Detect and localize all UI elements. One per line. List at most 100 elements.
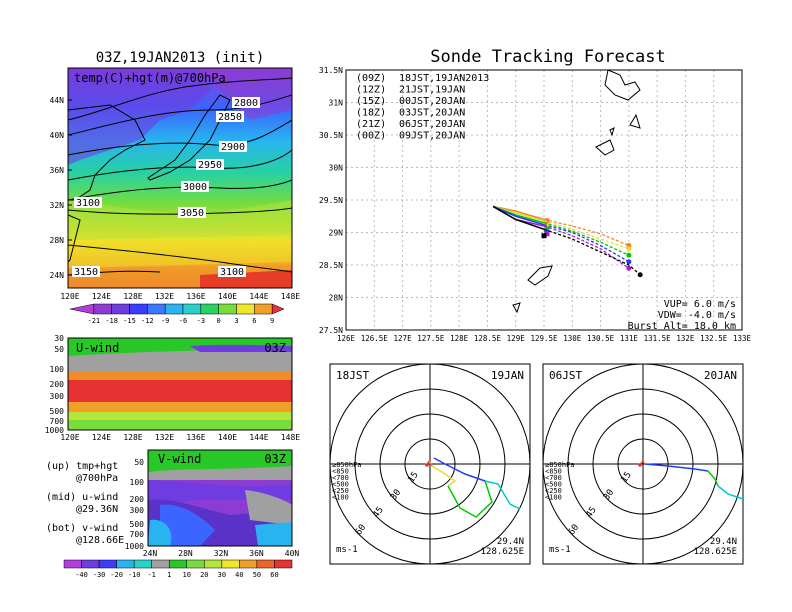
legend-time: 03JST,20JAN xyxy=(399,108,465,119)
polar-left-date: 19JAN xyxy=(491,369,524,382)
tracking-coastlines xyxy=(512,70,641,314)
legend-time: 09JST,20JAN xyxy=(399,131,465,142)
legend-time: 18JST,19JAN2013 xyxy=(399,73,489,84)
uwind-time: 03Z xyxy=(264,341,286,355)
contour-label: 3000 xyxy=(183,182,207,193)
wind-colorbar-tick: -30 xyxy=(93,571,106,579)
legend-time: 06JST,20JAN xyxy=(399,119,465,130)
wind-colorbar-swatch xyxy=(256,559,275,569)
uwind-p-tick: 30 xyxy=(54,334,64,343)
map-lon-tick: 128E xyxy=(123,292,142,301)
map-lon-tick: 148E xyxy=(281,292,300,301)
legend-mid: (mid) u-wind xyxy=(46,492,118,503)
vwind-p-tick: 100 xyxy=(130,478,145,487)
wind-colorbar-swatch xyxy=(116,559,135,569)
tracking-lon-tick: 132.5E xyxy=(700,334,728,343)
polar-left-time: 18JST xyxy=(336,369,369,382)
uwind-lon-tick: 140E xyxy=(218,433,237,442)
track-line xyxy=(492,205,545,226)
wind-colorbar-tick: 20 xyxy=(200,571,208,579)
map-lat-tick: 32N xyxy=(50,201,65,210)
track-end-marker xyxy=(637,272,643,278)
contour-label: 2850 xyxy=(218,112,242,123)
polar-level-legend: <700 xyxy=(332,474,349,482)
tracking-lat-tick: 30N xyxy=(329,164,344,173)
uwind-frame xyxy=(67,337,293,431)
map-lat-ticks: 44N 40N 36N 32N 28N 24N xyxy=(50,96,72,280)
hodograph-origin xyxy=(425,463,429,467)
colorbar-swatch xyxy=(93,303,112,315)
polar-right-units: ms-1 xyxy=(549,545,571,555)
polar-level-legend: <850 xyxy=(545,468,562,476)
tracking-lat-tick: 28.5N xyxy=(319,261,343,270)
hodograph-segment xyxy=(428,460,433,467)
wind-colorbar: -40 -30 -20 -10 -1 1 10 20 30 40 50 60 xyxy=(63,559,293,579)
contour-label-bg xyxy=(74,197,102,208)
contour-labels: 2800 2850 2900 2950 3000 3050 3100 3100 3150 xyxy=(72,97,260,278)
colorbar-tick: -21 xyxy=(88,317,101,325)
tracking-legend: (09Z) 18JST,19JAN2013 (12Z) 21JST,19JAN (15Z… xyxy=(356,73,489,142)
contour-label-bg xyxy=(181,181,209,192)
colorbar-swatch xyxy=(129,303,148,315)
wind-colorbar-swatch xyxy=(274,559,293,569)
colorbar-tick: 6 xyxy=(252,317,256,325)
contour-label-bg xyxy=(216,111,244,122)
wind-colorbar-tick: 60 xyxy=(270,571,278,579)
wind-colorbar-tick: 40 xyxy=(235,571,243,579)
tracking-lon-tick: 131.5E xyxy=(644,334,672,343)
tracking-lon-tick: 132E xyxy=(676,334,695,343)
wind-colorbar-tick: 10 xyxy=(183,571,191,579)
tracking-lon-tick: 128E xyxy=(450,334,469,343)
tracking-lon-tick: 129E xyxy=(507,334,526,343)
tracking-frame xyxy=(345,69,743,331)
uwind-lon-tick: 120E xyxy=(60,433,79,442)
track-launch-marker xyxy=(541,233,547,239)
colorbar-swatch xyxy=(236,303,255,315)
legend-bot: (bot) v-wind xyxy=(46,523,118,534)
map-lon-tick: 124E xyxy=(92,292,111,301)
map-title: 03Z,19JAN2013 (init) xyxy=(96,50,265,66)
wind-colorbar-swatch xyxy=(98,559,117,569)
colorbar-tick: -3 xyxy=(197,317,205,325)
temperature-colorbar: -21 -18 -15 -12 -9 -6 -3 0 3 6 9 xyxy=(69,303,285,325)
uwind-lon-ticks: 120E 124E 128E 132E 136E 140E 144E 148E xyxy=(60,433,300,442)
vwind-p-tick: 300 xyxy=(130,506,145,515)
vwind-lat-tick: 40N xyxy=(285,549,300,558)
map-label: temp(C)+hgt(m)@700hPa xyxy=(74,71,226,85)
polar-right-time: 06JST xyxy=(549,369,582,382)
vwind-lat-ticks: 24N 28N 32N 36N 40N xyxy=(143,549,300,558)
polar-left-lon: 128.625E xyxy=(481,547,524,557)
colorbar-tick: 0 xyxy=(217,317,221,325)
track-forecast-line xyxy=(543,228,641,276)
map-frame xyxy=(67,67,293,289)
polar-right-lat: 29.4N xyxy=(710,537,737,547)
uwind-lon-tick: 144E xyxy=(249,433,268,442)
polar-level-legend: ≥850hPa xyxy=(332,461,362,469)
hodograph-segment xyxy=(642,460,646,465)
hodograph-segment xyxy=(717,485,744,500)
wind-colorbar-swatch xyxy=(186,559,205,569)
vwind-p-tick: 500 xyxy=(130,520,145,529)
wind-colorbar-swatch xyxy=(168,559,188,569)
contour-label: 3050 xyxy=(180,208,204,219)
tracking-lat-tick: 29N xyxy=(329,229,344,238)
track-forecast-line xyxy=(543,225,630,269)
wind-colorbar-swatch xyxy=(133,559,152,569)
colorbar-swatch xyxy=(111,303,130,315)
wind-colorbar-swatch xyxy=(239,559,258,569)
map-lon-ticks: 120E 124E 128E 132E 136E 140E 144E 148E xyxy=(60,292,300,301)
vwind-field xyxy=(148,450,292,546)
uwind-p-tick: 700 xyxy=(50,417,65,426)
track-launch-marker xyxy=(544,218,550,224)
map-lat-tick: 24N xyxy=(50,271,65,280)
vwind-lat-tick: 24N xyxy=(143,549,158,558)
tracking-lat-tick: 31.5N xyxy=(319,66,343,75)
track-end-marker xyxy=(626,246,632,252)
map-lat-tick: 40N xyxy=(50,131,65,140)
track-launch-marker xyxy=(544,231,550,237)
contour-label-bg xyxy=(196,159,224,170)
hodograph-segment xyxy=(707,470,719,487)
legend-code: (00Z) xyxy=(356,131,386,142)
wind-colorbar-tick: -40 xyxy=(75,571,88,579)
